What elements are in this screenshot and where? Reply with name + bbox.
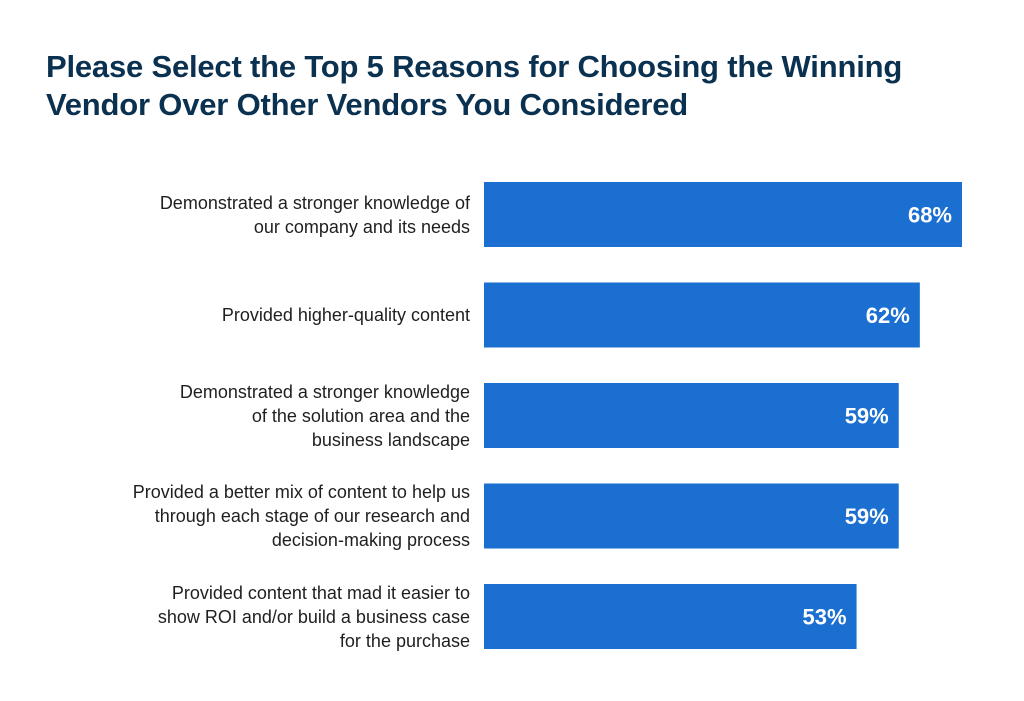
category-label-4: Provided a better mix of content to help… xyxy=(132,482,470,550)
bar-3 xyxy=(484,383,899,448)
bar-value-label-3: 59% xyxy=(845,404,889,429)
chart-title: Please Select the Top 5 Reasons for Choo… xyxy=(46,49,903,122)
bar-4 xyxy=(484,483,899,549)
bar-value-label-2: 62% xyxy=(866,303,910,328)
bar-value-label-5: 53% xyxy=(803,605,847,630)
bar-1 xyxy=(484,182,962,247)
category-label-1: Demonstrated a stronger knowledge of our … xyxy=(159,192,470,237)
category-label-2: Provided higher-quality content xyxy=(221,305,470,325)
category-label-5: Provided content that mad it easier to sh… xyxy=(157,582,470,651)
bar-value-label-4: 59% xyxy=(845,504,889,529)
bar-2 xyxy=(484,282,920,348)
bar-5 xyxy=(484,584,857,649)
category-label-3: Demonstrated a stronger knowledge of the … xyxy=(179,381,470,450)
bar-value-label-1: 68% xyxy=(908,203,952,228)
